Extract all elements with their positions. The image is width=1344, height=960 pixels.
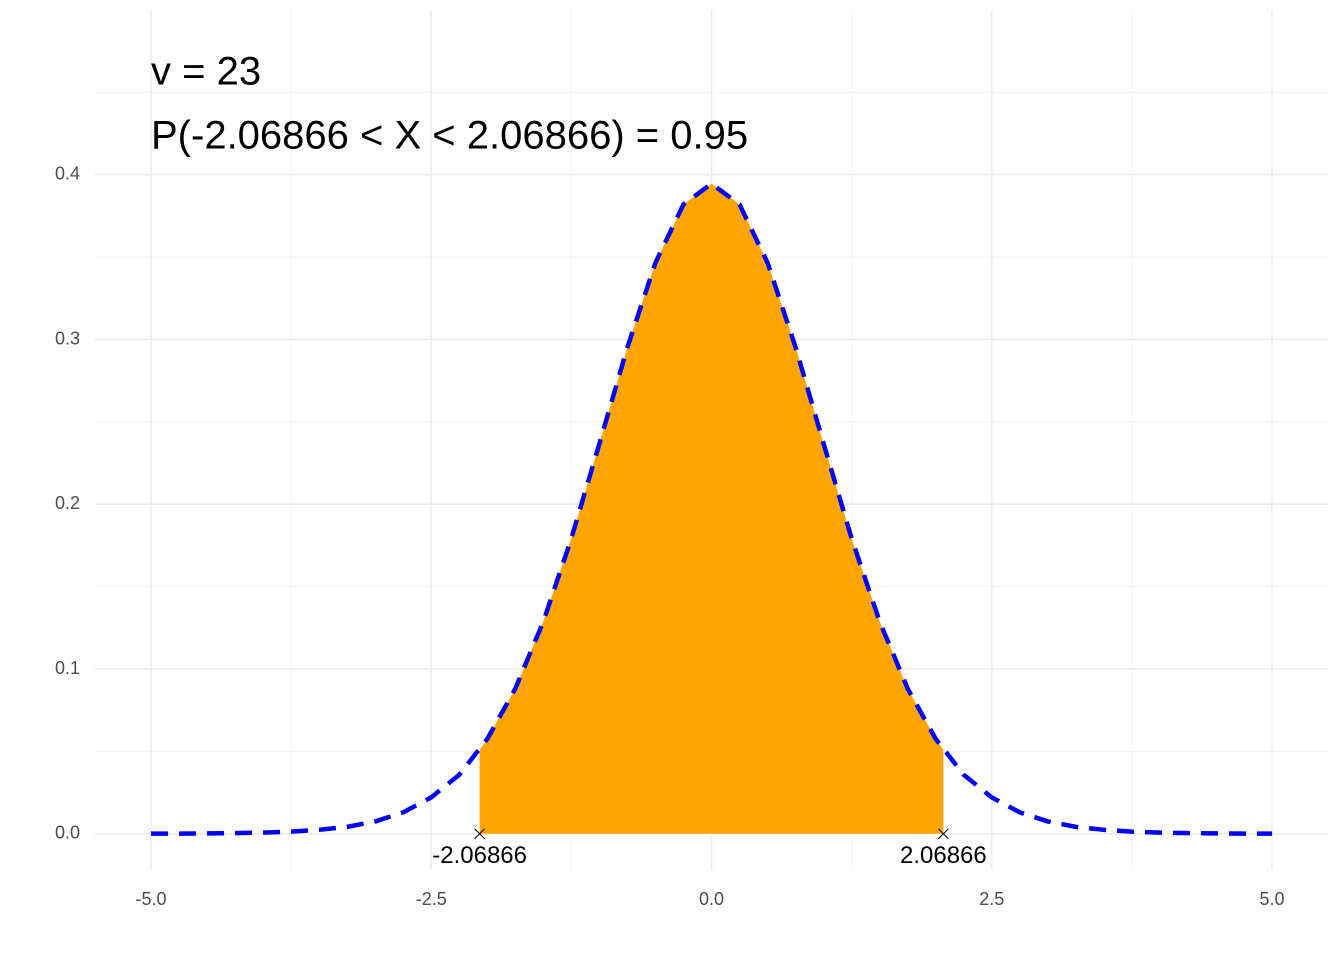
point-label: 2.06866 [900, 842, 987, 869]
point-marker [938, 828, 949, 840]
y-tick-label: 0.1 [55, 658, 80, 678]
y-tick-label: 0.0 [55, 823, 80, 843]
annotation: P(-2.06866 < X < 2.06866) = 0.95 [151, 114, 748, 158]
x-tick-label: 5.0 [1259, 889, 1284, 909]
x-tick-label: -5.0 [136, 889, 167, 909]
x-tick-label: 2.5 [979, 889, 1004, 909]
y-tick-label: 0.4 [55, 164, 80, 184]
y-tick-label: 0.2 [55, 493, 80, 513]
y-tick-label: 0.3 [55, 328, 80, 348]
x-tick-label: 0.0 [699, 889, 724, 909]
point-marker [474, 828, 485, 840]
x-tick-label: -2.5 [416, 889, 447, 909]
annotation: v = 23 [151, 50, 261, 94]
shaded-area [479, 183, 944, 834]
point-label: -2.06866 [432, 842, 527, 869]
